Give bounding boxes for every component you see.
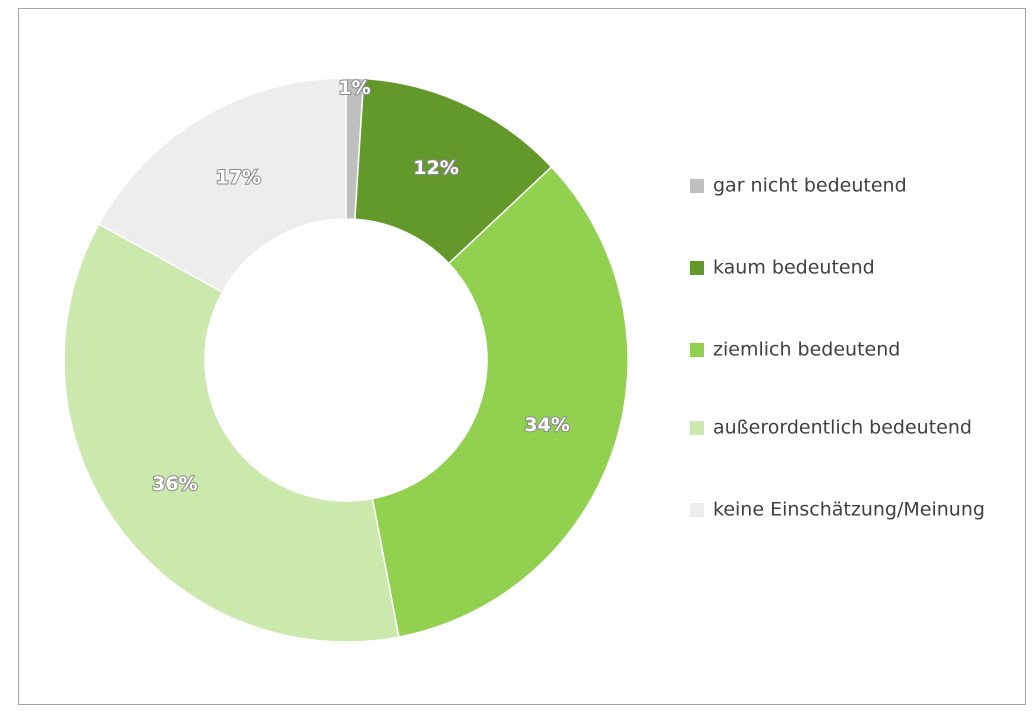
legend-swatch <box>690 261 704 275</box>
legend-label: kaum bedeutend <box>713 257 875 279</box>
data-label: 17% <box>216 166 261 188</box>
donut-slice <box>97 77 347 294</box>
data-label: 12% <box>413 157 458 179</box>
donut-slice <box>354 77 553 265</box>
legend-swatch <box>690 343 704 357</box>
legend-label: außerordentlich bedeutend <box>713 417 972 439</box>
legend-swatch <box>690 421 704 435</box>
legend-label: ziemlich bedeutend <box>713 339 900 361</box>
donut-slice <box>371 165 629 638</box>
data-label: 36% <box>152 473 197 495</box>
legend-label: keine Einschätzung/Meinung <box>713 499 985 521</box>
legend-label: gar nicht bedeutend <box>713 175 907 197</box>
legend-swatch <box>690 503 704 517</box>
legend-swatch <box>690 179 704 193</box>
donut-slice <box>63 223 400 643</box>
data-label: 1% <box>338 77 370 99</box>
data-label: 34% <box>524 414 569 436</box>
